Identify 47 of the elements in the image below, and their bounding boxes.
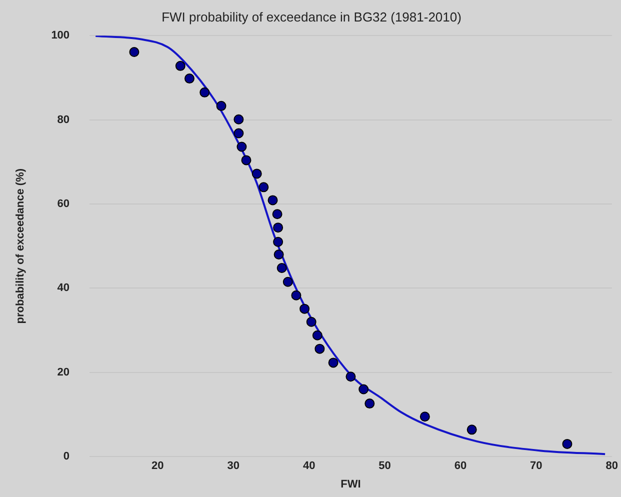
- x-tick-label: 70: [530, 460, 542, 472]
- point: [129, 47, 140, 58]
- point: [234, 128, 244, 138]
- x-tick-label: 30: [227, 460, 240, 472]
- point: [466, 424, 477, 435]
- point: [276, 262, 287, 273]
- chart-title: FWI probability of exceedance in BG32 (1981-2010): [162, 9, 462, 24]
- point: [258, 182, 269, 192]
- x-axis-title: FWI: [340, 478, 361, 490]
- point: [272, 209, 282, 220]
- point: [312, 330, 322, 340]
- point: [300, 304, 310, 314]
- point: [184, 74, 194, 84]
- x-tick-label: 50: [378, 460, 391, 472]
- point: [268, 195, 278, 206]
- point: [273, 236, 284, 247]
- point: [291, 290, 302, 300]
- point: [306, 316, 316, 327]
- x-tick-label: 20: [152, 460, 164, 472]
- point: [314, 344, 325, 354]
- point: [273, 222, 284, 233]
- y-tick-label: 20: [57, 366, 70, 378]
- point: [236, 142, 247, 152]
- x-tick-label: 80: [606, 460, 618, 472]
- point: [562, 438, 572, 449]
- point: [364, 398, 375, 409]
- point: [252, 168, 262, 179]
- point: [200, 87, 210, 98]
- line-series: [94, 36, 606, 456]
- y-tick-label: 100: [51, 30, 70, 42]
- x-tick-label: 60: [454, 460, 467, 472]
- point: [234, 114, 244, 124]
- x-tick-label: 40: [302, 460, 316, 472]
- point: [420, 412, 430, 422]
- point: [175, 60, 186, 71]
- y-tick-label: 80: [57, 114, 70, 126]
- y-tick-label: 0: [63, 450, 70, 463]
- y-axis-title: probability of exceedance (%): [14, 168, 27, 324]
- point: [274, 250, 284, 260]
- point: [241, 155, 252, 166]
- point: [216, 100, 226, 111]
- point: [328, 358, 338, 368]
- point: [282, 276, 293, 287]
- y-tick-label: 40: [57, 282, 70, 294]
- point: [346, 372, 356, 382]
- y-tick-label: 60: [57, 198, 70, 210]
- point: [358, 384, 369, 394]
